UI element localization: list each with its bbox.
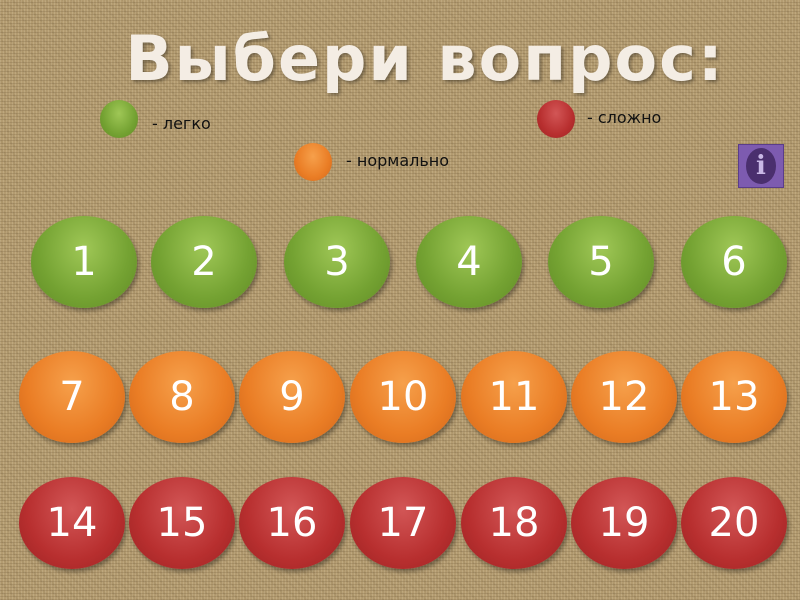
question-button-10[interactable]: 10 <box>350 351 456 443</box>
question-button-13[interactable]: 13 <box>681 351 787 443</box>
easy-legend-label: - легко <box>152 114 211 133</box>
page-title: Выбери вопрос: <box>125 22 725 95</box>
question-button-6[interactable]: 6 <box>681 216 787 308</box>
question-button-15[interactable]: 15 <box>129 477 235 569</box>
question-button-18[interactable]: 18 <box>461 477 567 569</box>
question-button-11[interactable]: 11 <box>461 351 567 443</box>
question-button-3[interactable]: 3 <box>284 216 390 308</box>
question-button-2[interactable]: 2 <box>151 216 257 308</box>
question-button-12[interactable]: 12 <box>571 351 677 443</box>
info-button[interactable]: i <box>738 144 784 188</box>
question-button-8[interactable]: 8 <box>129 351 235 443</box>
hard-legend-dot <box>537 100 575 138</box>
question-button-7[interactable]: 7 <box>19 351 125 443</box>
question-button-9[interactable]: 9 <box>239 351 345 443</box>
normal-legend-label: - нормально <box>346 151 450 170</box>
hard-legend-label: - сложно <box>587 108 662 127</box>
question-button-20[interactable]: 20 <box>681 477 787 569</box>
easy-legend-dot <box>100 100 138 138</box>
question-button-5[interactable]: 5 <box>548 216 654 308</box>
question-button-1[interactable]: 1 <box>31 216 137 308</box>
info-icon: i <box>746 148 776 184</box>
question-button-14[interactable]: 14 <box>19 477 125 569</box>
normal-legend-dot <box>294 143 332 181</box>
question-button-17[interactable]: 17 <box>350 477 456 569</box>
question-button-4[interactable]: 4 <box>416 216 522 308</box>
question-button-19[interactable]: 19 <box>571 477 677 569</box>
question-button-16[interactable]: 16 <box>239 477 345 569</box>
